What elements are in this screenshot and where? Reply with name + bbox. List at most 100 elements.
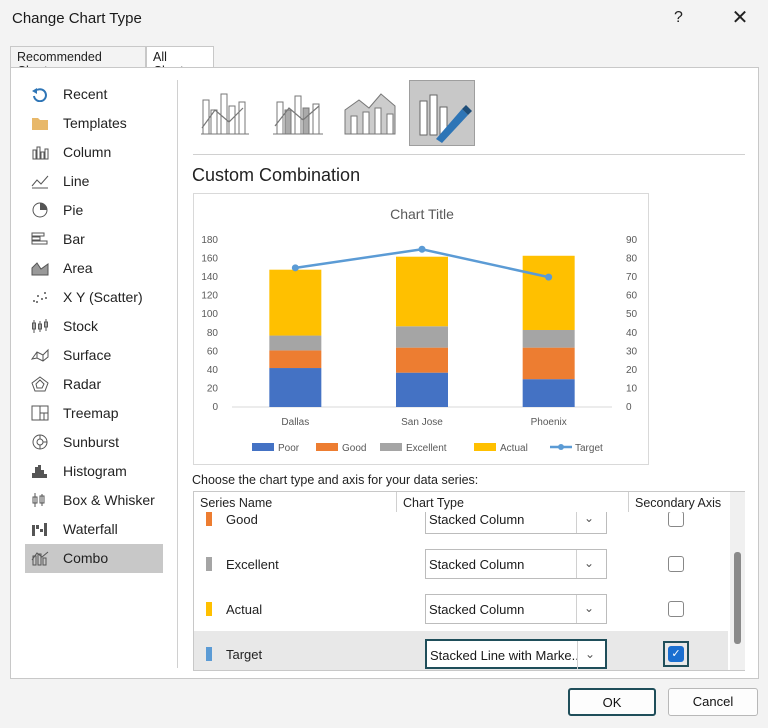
subtype-clustered-column-line-secondary[interactable] bbox=[265, 80, 331, 146]
cancel-button[interactable]: Cancel bbox=[668, 688, 758, 716]
sidebar-item-treemap[interactable]: Treemap bbox=[25, 399, 163, 428]
chevron-down-icon[interactable]: ⌄ bbox=[584, 556, 595, 570]
series-color-swatch bbox=[206, 557, 212, 571]
secondary-axis-checkbox[interactable] bbox=[668, 556, 684, 572]
tab-recommended-charts[interactable]: Recommended Charts bbox=[10, 46, 146, 78]
treemap-chart-icon bbox=[31, 405, 49, 421]
sidebar-item-column[interactable]: Column bbox=[25, 138, 163, 167]
sidebar-item-waterfall[interactable]: Waterfall bbox=[25, 515, 163, 544]
chart-type-dropdown[interactable]: Stacked Column ⌄ bbox=[425, 549, 607, 579]
legend-label: Good bbox=[342, 443, 366, 454]
sidebar-item-combo[interactable]: Combo bbox=[25, 544, 163, 573]
chart-type-dropdown[interactable]: Stacked Line with Marke... ⌄ bbox=[425, 639, 607, 669]
separator bbox=[193, 154, 745, 155]
title-bar: Change Chart Type ? ✕ bbox=[0, 0, 768, 40]
y-tick-label: 60 bbox=[207, 346, 219, 357]
divider bbox=[177, 80, 178, 668]
y2-tick-label: 10 bbox=[626, 383, 638, 394]
sidebar-item-radar[interactable]: Radar bbox=[25, 370, 163, 399]
combo-chart-icon bbox=[31, 551, 49, 566]
y-tick-label: 180 bbox=[201, 235, 218, 246]
bar-excellent bbox=[522, 329, 575, 348]
column-line-secondary-icon bbox=[273, 95, 323, 135]
y2-tick-label: 60 bbox=[626, 291, 638, 302]
help-button[interactable]: ? bbox=[674, 9, 683, 26]
y2-tick-label: 50 bbox=[626, 309, 638, 320]
bar-excellent bbox=[396, 326, 448, 348]
series-prompt: Choose the chart type and axis for your … bbox=[192, 473, 479, 487]
bar-good bbox=[269, 350, 322, 369]
sidebar-item-surface[interactable]: Surface bbox=[25, 341, 163, 370]
chart-type-dropdown[interactable]: Stacked Column ⌄ bbox=[425, 594, 607, 624]
y-tick-label: 160 bbox=[201, 254, 218, 265]
chevron-down-icon[interactable]: ⌄ bbox=[585, 647, 596, 661]
series-name: Actual bbox=[226, 602, 263, 617]
header-series-name: Series Name bbox=[194, 492, 397, 512]
close-button[interactable]: ✕ bbox=[731, 7, 749, 29]
legend-key-poor bbox=[252, 443, 274, 451]
sidebar-item-stock[interactable]: Stock bbox=[25, 312, 163, 341]
series-color-swatch bbox=[206, 647, 212, 661]
x-tick-label: Dallas bbox=[281, 417, 309, 428]
area-column-icon bbox=[344, 93, 396, 135]
sidebar-item-recent[interactable]: Recent bbox=[25, 80, 163, 109]
series-row-target[interactable]: Target Stacked Line with Marke... ⌄ ✓ bbox=[194, 631, 728, 670]
sidebar-item-label: Surface bbox=[63, 347, 112, 363]
series-row-good[interactable]: Good Stacked Column ⌄ bbox=[194, 512, 728, 541]
chart-type-dropdown[interactable]: Stacked Column ⌄ bbox=[425, 512, 607, 534]
bar-poor bbox=[269, 368, 322, 407]
y2-tick-label: 0 bbox=[626, 402, 632, 413]
sidebar-item-histogram[interactable]: Histogram bbox=[25, 457, 163, 486]
sidebar-item-bar[interactable]: Bar bbox=[25, 225, 163, 254]
chart-type-list: Recent Templates Column Line Pie Bar Area X Y (… bbox=[25, 80, 163, 668]
sidebar-item-pie[interactable]: Pie bbox=[25, 196, 163, 225]
chart-preview: Chart Title 0 20 40 60 80 100 120 140 160 180 0 10 20… bbox=[193, 193, 649, 465]
marker-target bbox=[291, 264, 299, 272]
sidebar-item-label: Histogram bbox=[63, 463, 127, 479]
secondary-axis-checkbox[interactable] bbox=[668, 512, 684, 527]
series-row-excellent[interactable]: Excellent Stacked Column ⌄ bbox=[194, 541, 728, 586]
chevron-down-icon[interactable]: ⌄ bbox=[584, 512, 595, 525]
sidebar-item-line[interactable]: Line bbox=[25, 167, 163, 196]
waterfall-chart-icon bbox=[32, 523, 47, 536]
line-chart-icon bbox=[31, 175, 49, 189]
dropdown-separator bbox=[576, 512, 577, 533]
sunburst-chart-icon bbox=[32, 434, 48, 450]
dropdown-separator bbox=[577, 641, 578, 669]
tab-all-charts[interactable]: All Charts bbox=[146, 46, 214, 78]
series-row-actual[interactable]: Actual Stacked Column ⌄ bbox=[194, 586, 728, 631]
y2-tick-label: 20 bbox=[626, 365, 638, 376]
y-tick-label: 20 bbox=[207, 383, 219, 394]
bar-actual bbox=[396, 256, 448, 327]
chart-type-value: Stacked Column bbox=[429, 512, 525, 527]
pie-chart-icon bbox=[32, 202, 48, 218]
sidebar-item-label: Recent bbox=[63, 86, 108, 102]
sidebar-item-label: Templates bbox=[63, 115, 127, 131]
chevron-down-icon[interactable]: ⌄ bbox=[584, 601, 595, 615]
sidebar-item-area[interactable]: Area bbox=[25, 254, 163, 283]
subtype-custom-combination[interactable] bbox=[409, 80, 475, 146]
sidebar-item-x-y-scatter[interactable]: X Y (Scatter) bbox=[25, 283, 163, 312]
series-name: Excellent bbox=[226, 557, 279, 572]
legend-key-actual bbox=[474, 443, 496, 451]
x-tick-label: Phoenix bbox=[531, 417, 567, 428]
bar-good bbox=[396, 347, 448, 373]
y2-tick-label: 40 bbox=[626, 328, 638, 339]
secondary-axis-checkbox[interactable]: ✓ bbox=[668, 646, 684, 662]
ok-button[interactable]: OK bbox=[568, 688, 656, 716]
chart-title: Chart Title bbox=[390, 206, 454, 222]
legend-key-excellent bbox=[380, 443, 402, 451]
sidebar-item-sunburst[interactable]: Sunburst bbox=[25, 428, 163, 457]
secondary-axis-checkbox[interactable] bbox=[668, 601, 684, 617]
y-tick-label: 0 bbox=[212, 402, 218, 413]
y-tick-label: 140 bbox=[201, 272, 218, 283]
legend-label: Poor bbox=[278, 443, 300, 454]
vertical-scrollbar[interactable] bbox=[730, 492, 745, 670]
subtype-stacked-area-column[interactable] bbox=[337, 80, 403, 146]
subtype-clustered-column-line[interactable] bbox=[193, 80, 259, 146]
sidebar-item-box-whisker[interactable]: Box & Whisker bbox=[25, 486, 163, 515]
legend-key-good bbox=[316, 443, 338, 451]
scroll-thumb[interactable] bbox=[734, 552, 741, 644]
series-table: Series Name Chart Type Secondary Axis Go… bbox=[193, 491, 745, 671]
sidebar-item-templates[interactable]: Templates bbox=[25, 109, 163, 138]
